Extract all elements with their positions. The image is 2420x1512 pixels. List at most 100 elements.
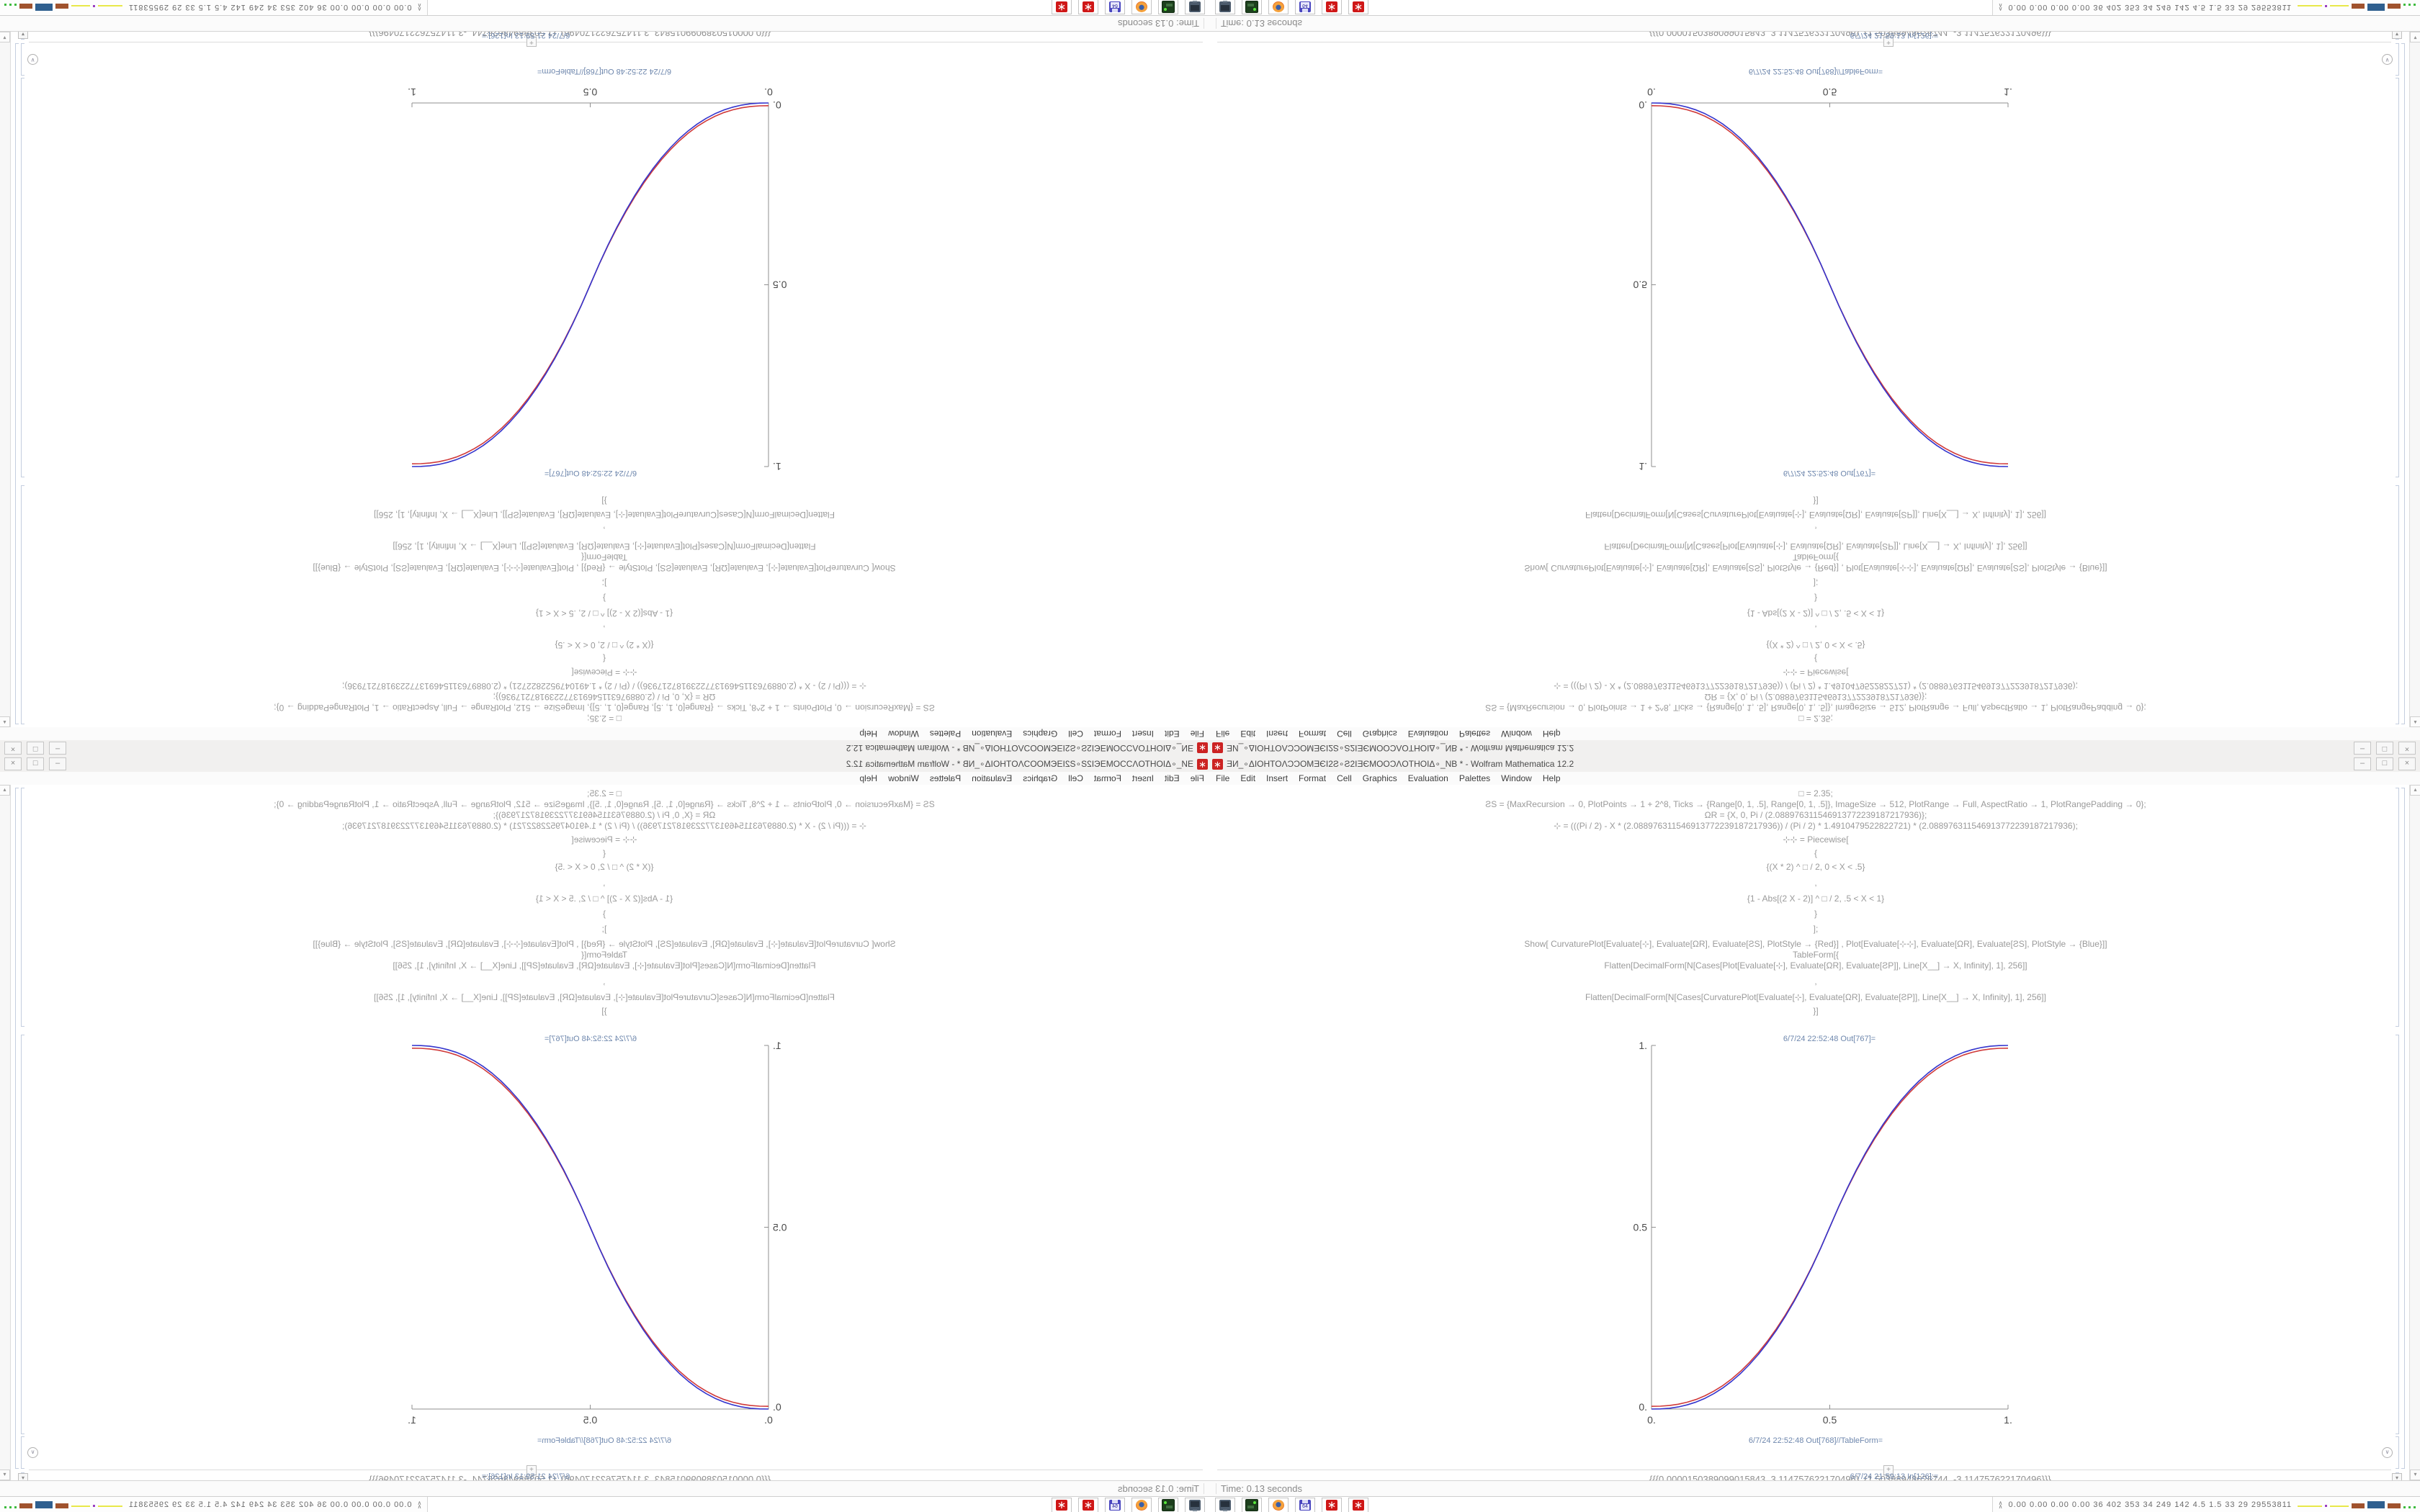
maximize-button[interactable]: □ [27, 757, 44, 770]
code-line[interactable]: }] [1813, 1006, 1819, 1016]
notebook-area[interactable]: □ = 2.35; ƧS = {MaxRecursion → 0, PlotPoi… [0, 32, 1210, 727]
code-line[interactable]: ⊹⊹ = Piecewise[ [1783, 667, 1849, 678]
minimize-button[interactable]: – [2354, 757, 2371, 770]
menu-edit[interactable]: Edit [1164, 729, 1180, 739]
menu-file[interactable]: File [1216, 729, 1230, 739]
menu-evaluation[interactable]: Evaluation [1407, 729, 1448, 739]
code-line[interactable]: ƧS = {MaxRecursion → 0, PlotPoints → 1 +… [1485, 703, 2146, 713]
menu-insert[interactable]: Insert [1131, 729, 1154, 739]
code-line[interactable]: Flatten[DecimalForm[N[Cases[CurvaturePlo… [1585, 510, 2046, 520]
menu-edit[interactable]: Edit [1240, 773, 1256, 783]
code-line[interactable]: □ = 2.35; [1798, 788, 1833, 798]
menu-cell[interactable]: Cell [1068, 773, 1083, 783]
menu-window[interactable]: Window [888, 773, 919, 783]
menu-help[interactable]: Help [859, 729, 878, 739]
cell-bracket-plot-output[interactable] [2396, 1035, 2399, 1434]
firefox-icon[interactable] [1131, 1497, 1152, 1512]
code-line[interactable]: , [1814, 976, 1817, 986]
code-line[interactable]: } [603, 593, 606, 603]
menu-cell[interactable]: Cell [1068, 729, 1083, 739]
cell-bracket-tableform-output[interactable] [2396, 43, 2399, 76]
maximize-button[interactable]: □ [2376, 742, 2393, 755]
minimize-button[interactable]: – [49, 742, 66, 755]
cell-bracket-input[interactable] [21, 485, 24, 724]
firefox-icon[interactable] [1268, 0, 1289, 15]
scroll-up-icon[interactable]: ▴ [2410, 716, 2420, 727]
code-line[interactable]: , [1814, 878, 1817, 888]
scroll-down-icon[interactable]: ▾ [0, 1470, 10, 1480]
code-line[interactable]: Flatten[DecimalForm[N[Cases[CurvaturePlo… [374, 510, 835, 520]
code-line[interactable]: ⊹ = (((Pi / 2) - X * (2.0889763115469137… [1554, 821, 2078, 831]
code-line[interactable]: □ = 2.35; [587, 714, 622, 724]
menu-format[interactable]: Format [1299, 729, 1327, 739]
menu-help[interactable]: Help [1542, 729, 1561, 739]
menu-palettes[interactable]: Palettes [929, 729, 962, 739]
code-line[interactable]: ΩR = {X, 0, Pi / (2.08897631154691377223… [493, 810, 716, 820]
vertical-scrollbar[interactable]: ▴ ▾ [2409, 32, 2420, 727]
cell-bracket-group[interactable] [15, 43, 19, 724]
code-line[interactable]: {(X * 2) ^ □ / 2, 0 < X < .5} [555, 640, 654, 650]
notebook-area[interactable]: □ = 2.35; ƧS = {MaxRecursion → 0, PlotPoi… [0, 785, 1210, 1480]
firefox-icon[interactable] [1131, 0, 1152, 15]
menu-cell[interactable]: Cell [1337, 773, 1352, 783]
code-line[interactable]: {1 - Abs[(2 X - 2)] ^ □ / 2, .5 < X < 1} [535, 608, 673, 618]
elide-output-button[interactable]: ∨ [27, 54, 38, 65]
menu-insert[interactable]: Insert [1131, 773, 1154, 783]
c64-floppy-64-icon[interactable]: 64 [1295, 1497, 1315, 1512]
vertical-scrollbar[interactable]: ▴ ▾ [0, 785, 11, 1480]
code-line[interactable]: Flatten[DecimalForm[N[Cases[Plot[Evaluat… [393, 541, 816, 552]
cell-bracket-plot-output[interactable] [2396, 78, 2399, 477]
input-cell-code[interactable]: □ = 2.35; ƧS = {MaxRecursion → 0, PlotPoi… [1236, 496, 2396, 724]
menu-window[interactable]: Window [888, 729, 919, 739]
code-line[interactable]: } [1814, 909, 1817, 919]
window-titlebar[interactable]: ∗ ƎИ_∘ΔIOHTOΛƆƆOMƎЄI2Ƨ∘Ƨ2IƎЄMOOƆΛOTHOIΔ∘… [1210, 756, 2420, 773]
red-gear-icon-2[interactable]: ∗ [1348, 1497, 1368, 1512]
cell-insert-menu-button[interactable]: ▾ [2392, 1473, 2402, 1480]
cell-bracket-input[interactable] [2396, 788, 2399, 1027]
code-line[interactable]: Show[ CurvaturePlot[Evaluate[⊹], Evaluat… [1524, 939, 2107, 949]
firefox-icon[interactable] [1268, 1497, 1289, 1512]
menu-edit[interactable]: Edit [1240, 729, 1256, 739]
code-line[interactable]: {(X * 2) ^ □ / 2, 0 < X < .5} [555, 862, 654, 872]
menu-evaluation[interactable]: Evaluation [972, 729, 1013, 739]
code-line[interactable]: {(X * 2) ^ □ / 2, 0 < X < .5} [1766, 640, 1865, 650]
code-line[interactable]: { [603, 654, 606, 664]
code-line[interactable]: TableForm[{ [581, 552, 628, 562]
code-line[interactable]: }] [601, 1006, 607, 1016]
menu-file[interactable]: File [1216, 773, 1230, 783]
code-line[interactable]: TableForm[{ [581, 950, 628, 960]
code-line[interactable]: , [1814, 624, 1817, 634]
code-line[interactable]: , [603, 526, 606, 536]
code-line[interactable]: ƧS = {MaxRecursion → 0, PlotPoints → 1 +… [1485, 799, 2146, 809]
code-line[interactable]: ⊹⊹ = Piecewise[ [1783, 834, 1849, 845]
cell-bracket-tableform-output[interactable] [21, 43, 24, 76]
insert-cell-plus-icon[interactable]: + [1883, 1465, 1894, 1475]
menu-cell[interactable]: Cell [1337, 729, 1352, 739]
menu-evaluation[interactable]: Evaluation [972, 773, 1013, 783]
elide-output-button[interactable]: ∨ [27, 1447, 38, 1458]
code-line[interactable]: ΩR = {X, 0, Pi / (2.08897631154691377223… [1704, 692, 1927, 702]
minimize-button[interactable]: – [49, 757, 66, 770]
menu-edit[interactable]: Edit [1164, 773, 1180, 783]
elide-output-button[interactable]: ∨ [2382, 54, 2393, 65]
close-button[interactable]: × [2398, 742, 2416, 755]
cell-bracket-plot-output[interactable] [21, 78, 24, 477]
code-line[interactable]: { [1814, 848, 1817, 858]
code-line[interactable]: ⊹ = (((Pi / 2) - X * (2.0889763115469137… [342, 821, 866, 831]
code-line[interactable]: }] [1813, 496, 1819, 506]
menu-format[interactable]: Format [1093, 729, 1121, 739]
code-line[interactable]: Show[ CurvaturePlot[Evaluate[⊹], Evaluat… [313, 939, 896, 949]
code-line[interactable]: Show[ CurvaturePlot[Evaluate[⊹], Evaluat… [1524, 563, 2107, 573]
cell-bracket-tableform-output[interactable] [2396, 1436, 2399, 1469]
red-gear-icon-2[interactable]: ∗ [1052, 1497, 1072, 1512]
code-line[interactable]: Flatten[DecimalForm[N[Cases[Plot[Evaluat… [1604, 541, 2027, 552]
menu-graphics[interactable]: Graphics [1023, 773, 1058, 783]
window-titlebar[interactable]: ∗ ƎИ_∘ΔIOHTOΛƆƆOMƎЄI2Ƨ∘Ƨ2IƎЄMOOƆΛOTHOIΔ∘… [0, 739, 1210, 756]
code-line[interactable]: {(X * 2) ^ □ / 2, 0 < X < .5} [1766, 862, 1865, 872]
code-line[interactable]: Flatten[DecimalForm[N[Cases[CurvaturePlo… [374, 992, 835, 1002]
code-line[interactable]: { [603, 848, 606, 858]
display-capture-icon[interactable] [1185, 0, 1205, 15]
input-cell-code[interactable]: □ = 2.35; ƧS = {MaxRecursion → 0, PlotPoi… [24, 788, 1184, 1016]
code-line[interactable]: ⊹⊹ = Piecewise[ [571, 834, 637, 845]
code-line[interactable]: , [603, 878, 606, 888]
